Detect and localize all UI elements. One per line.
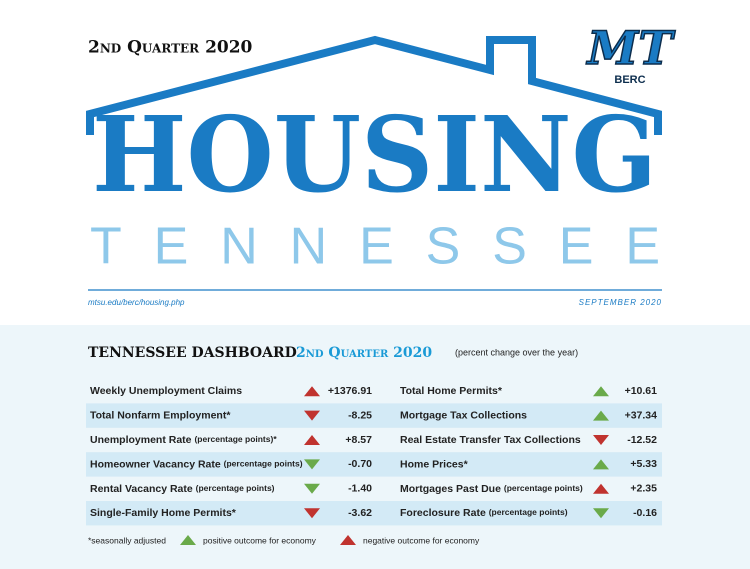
indicator-value: -8.25 [348, 409, 372, 421]
dashboard-period: 2nd Quarter 2020 [296, 345, 432, 361]
indicator-label: Weekly Unemployment Claims [90, 385, 242, 397]
indicator-label: Single-Family Home Permits* [90, 507, 237, 519]
row-band [86, 403, 662, 428]
arrow [304, 483, 320, 494]
arrow [180, 535, 196, 545]
label-qualifier: (percentage points) [224, 459, 303, 469]
arrow [304, 435, 320, 445]
label-text: Foreclosure Rate [400, 507, 486, 519]
label-text: Single-Family Home Permits* [90, 507, 237, 519]
logo: MT BERC [585, 20, 677, 86]
indicator-value: +1376.91 [328, 385, 372, 397]
label-text: Homeowner Vacancy Rate [90, 458, 221, 470]
indicator-value: +5.33 [630, 458, 657, 470]
logo-label: BERC [614, 74, 645, 86]
arrow [304, 508, 320, 519]
url: mtsu.edu/berc/housing.php [88, 298, 185, 307]
label-qualifier: (percentage points) [504, 483, 583, 493]
dashboard-title: TENNESSEE DASHBOARD [88, 345, 297, 361]
label-text: Rental Vacancy Rate [90, 483, 193, 495]
indicator-value: +2.35 [630, 483, 657, 495]
arrow [593, 508, 609, 519]
indicator-label: Mortgage Tax Collections [400, 409, 527, 421]
indicator-label: Mortgages Past Due (percentage points) [400, 483, 583, 495]
dashboard-panel [0, 325, 750, 569]
label-qualifier: (percentage points) [196, 483, 275, 493]
arrow [593, 435, 609, 445]
row-band [86, 452, 662, 477]
dashboard-note: (percent change over the year) [455, 347, 578, 357]
subtitle: TENNESSEE [90, 218, 660, 276]
legend-label: negative outcome for economy [363, 535, 480, 545]
indicator-label: Foreclosure Rate (percentage points) [400, 507, 568, 519]
date: SEPTEMBER 2020 [579, 298, 662, 307]
label-qualifier: (percentage points) [489, 507, 568, 517]
period: 2nd Quarter 2020 [88, 38, 253, 58]
arrow [593, 410, 609, 421]
logo-label-bg [612, 72, 648, 86]
indicator-value: -0.70 [348, 458, 372, 470]
arrow [304, 459, 320, 470]
legend-label: positive outcome for economy [203, 535, 317, 545]
indicator-value: -3.62 [348, 507, 372, 519]
house-outline [86, 35, 662, 135]
label-text: Total Home Permits* [400, 385, 503, 397]
label-text: Unemployment Rate [90, 434, 192, 446]
arrow [593, 386, 609, 397]
legend: positive outcome for economy negative out… [180, 535, 480, 545]
label-qualifier: (percentage points)* [194, 434, 277, 444]
label-text: Real Estate Transfer Tax Collections [400, 434, 581, 446]
label-text: Mortgage Tax Collections [400, 409, 527, 421]
indicator-label: Total Home Permits* [400, 385, 503, 397]
indicator-value: -12.52 [627, 434, 657, 446]
indicator-value: +37.34 [625, 409, 658, 421]
indicator-label: Rental Vacancy Rate (percentage points) [90, 483, 275, 495]
arrow [593, 483, 609, 494]
arrow [593, 459, 609, 470]
arrow [304, 410, 320, 421]
title: HOUSING [92, 93, 657, 216]
indicator-label: Unemployment Rate (percentage points)* [90, 434, 277, 446]
label-text: Weekly Unemployment Claims [90, 385, 242, 397]
label-text: Home Prices* [400, 458, 469, 470]
logo-letters: MT [585, 21, 676, 75]
label-text: Total Nonfarm Employment* [90, 409, 231, 421]
indicator-label: Real Estate Transfer Tax Collections [400, 434, 581, 446]
indicator-label: Home Prices* [400, 458, 469, 470]
indicator-value: -1.40 [348, 483, 372, 495]
arrow [340, 535, 356, 545]
indicator-value: +10.61 [625, 385, 658, 397]
indicator-value: +8.57 [345, 434, 372, 446]
footnote: *seasonally adjusted [88, 535, 166, 545]
label-text: Mortgages Past Due [400, 483, 501, 495]
arrow [304, 386, 320, 397]
row-band [86, 501, 662, 526]
dashboard-table: Weekly Unemployment Claims +1376.91 Total … [86, 385, 662, 526]
indicator-label: Total Nonfarm Employment* [90, 409, 231, 421]
indicator-label: Homeowner Vacancy Rate (percentage point… [90, 458, 303, 470]
indicator-value: -0.16 [633, 507, 657, 519]
